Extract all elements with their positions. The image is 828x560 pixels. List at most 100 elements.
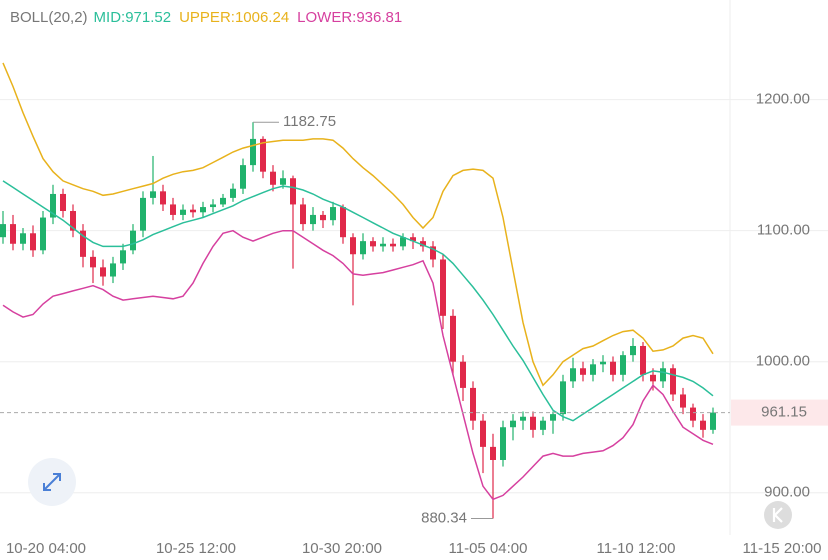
candle-body: [170, 204, 176, 215]
legend-lower: LOWER:936.81: [297, 9, 402, 26]
candle-body: [500, 427, 506, 460]
candle-body: [310, 214, 316, 225]
candle-body: [610, 361, 616, 375]
x-tick-label: 11-05 04:00: [449, 540, 528, 557]
candle-body: [120, 250, 126, 264]
k-circle[interactable]: [764, 501, 792, 529]
candle-body: [630, 345, 636, 356]
candle-body: [370, 241, 376, 247]
candle-body: [650, 374, 656, 382]
plot: 900.00 1000.00 1100.00 1200.00 10-20 04:00 10…: [0, 62, 828, 557]
candle-body: [190, 209, 196, 213]
candle-body: [300, 204, 306, 225]
candle-body: [380, 243, 386, 247]
k-button[interactable]: [764, 501, 792, 529]
candle-body: [690, 407, 696, 421]
candle-body: [90, 256, 96, 268]
candle-body: [20, 233, 26, 244]
candle-body: [160, 191, 166, 205]
candle-body: [250, 138, 256, 166]
candle-body: [670, 368, 676, 395]
low-label: 880.34: [421, 509, 467, 526]
candle-body: [270, 171, 276, 185]
candle-body: [480, 420, 486, 447]
candle-body: [580, 368, 586, 375]
boll-line: [2, 62, 714, 387]
candle-body: [490, 446, 496, 460]
y-tick-label: 1000.00: [756, 353, 810, 370]
candle-body: [440, 259, 446, 316]
k-icon: [772, 507, 783, 523]
candle-body: [460, 361, 466, 388]
candle-body: [320, 214, 326, 221]
candle-body: [110, 263, 116, 277]
candle-body: [390, 243, 396, 247]
legend-mid: MID:971.52: [94, 9, 172, 26]
candle-body: [410, 237, 416, 242]
x-tick-label: 10-25 12:00: [156, 540, 236, 557]
candle-body: [290, 178, 296, 205]
last-price-label: 961.15: [761, 404, 807, 421]
candle-body: [420, 241, 426, 247]
candle-body: [470, 387, 476, 421]
y-tick-label: 1200.00: [756, 91, 810, 108]
candle-body: [350, 237, 356, 255]
x-tick-label: 10-30 20:00: [302, 540, 382, 557]
candle-body: [520, 416, 526, 421]
last-price-tag: [731, 399, 828, 426]
candle-body: [330, 207, 336, 221]
candle-body: [660, 368, 666, 382]
x-tick-label: 10-20 04:00: [6, 540, 86, 557]
candle-body: [260, 138, 266, 172]
candle-body: [210, 204, 216, 208]
candle-body: [70, 210, 76, 231]
x-tick-label: 11-15 20:00: [743, 540, 822, 557]
candle-body: [30, 233, 36, 251]
candle-body: [140, 197, 146, 231]
expand-button[interactable]: [28, 458, 76, 506]
candle-body: [530, 416, 536, 430]
legend-upper: UPPER:1006.24: [179, 9, 289, 26]
candle-body: [150, 191, 156, 198]
x-tick-label: 11-10 12:00: [597, 540, 676, 557]
y-tick-label: 1100.00: [757, 222, 810, 239]
candle-body: [430, 246, 436, 260]
candle-body: [10, 224, 16, 244]
candle-body: [360, 241, 366, 255]
candle-body: [230, 188, 236, 198]
candle-body: [540, 420, 546, 430]
candle-body: [180, 209, 186, 215]
candle-body: [220, 197, 226, 205]
boll-line: [2, 229, 714, 501]
candle-body: [50, 193, 56, 218]
candle-body: [700, 420, 706, 430]
candle-body: [340, 207, 346, 238]
candle-body: [510, 420, 516, 428]
candle-body: [600, 361, 606, 365]
candle-body: [280, 178, 286, 185]
candle-body: [0, 224, 6, 238]
candle-body: [40, 217, 46, 251]
candle-body: [680, 394, 686, 408]
candle-body: [240, 165, 246, 189]
indicator-name: BOLL(20,2): [10, 9, 88, 26]
expand-icon: [43, 473, 61, 491]
y-tick-label: 900.00: [764, 484, 810, 501]
candle-body: [80, 230, 86, 257]
candle-body: [550, 414, 556, 421]
candle-body: [620, 355, 626, 375]
candle-body: [450, 315, 456, 362]
high-label: 1182.75: [283, 113, 336, 130]
candle-body: [130, 230, 136, 251]
candle-body: [590, 364, 596, 375]
candle-body: [640, 345, 646, 375]
candle-body: [100, 267, 106, 277]
boll-line: [2, 180, 714, 422]
indicator-header: BOLL(20,2) MID:971.52 UPPER:1006.24 LOWER:9…: [10, 9, 402, 26]
candle-body: [570, 368, 576, 382]
candle-body: [200, 207, 206, 213]
candle-body: [60, 193, 66, 211]
